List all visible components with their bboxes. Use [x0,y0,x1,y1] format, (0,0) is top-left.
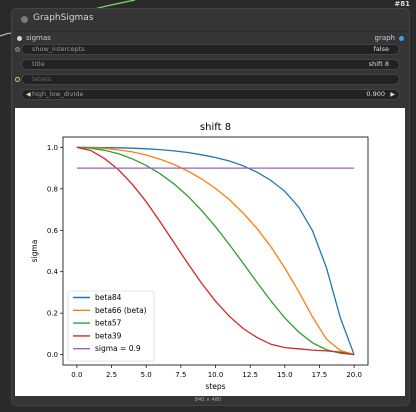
series-line-3 [76,146,355,356]
legend-label-1: beta84 [95,293,122,302]
series-line-2 [76,146,355,356]
increment-arrow-icon[interactable]: ▶ [390,91,395,98]
node-id-badge: #81 [394,0,410,8]
legend-label-2: beta66 (beta) [95,306,147,315]
labels-field[interactable]: labels [21,74,400,85]
graph-preview-image: shift 8 0.0 2.5 5.0 7.5 10.0 12.5 15.0 17.5 20.0 0… [15,108,405,396]
widget-value: shift 8 [368,60,389,68]
decrement-arrow-icon[interactable]: ◀ [26,91,31,98]
y-tick-label: 0.6 [47,227,59,235]
x-tick-label: 7.5 [175,371,186,379]
widget-value: 0.900 [366,90,385,98]
x-tick-label: 10.0 [208,371,224,379]
chart-title: shift 8 [200,122,231,133]
widget-label: labels [32,75,52,83]
output-slot-label: graph [374,34,396,42]
collapse-dot-icon[interactable] [21,16,28,23]
slot-row-sigmas: sigmas graph [12,34,409,46]
y-tick-label: 1.0 [47,144,58,152]
widget-value: false [373,45,389,53]
y-tick-label: 0.0 [47,351,58,359]
series-line-4 [76,146,355,356]
y-tick-label: 0.2 [47,310,58,318]
y-tick-label: 0.4 [47,268,59,276]
legend-label-3: beta57 [95,319,122,328]
show-intercepts-toggle[interactable]: show_intercepts false [21,44,400,55]
x-tick-label: 20.0 [346,371,362,379]
y-tick-label: 0.8 [47,185,58,193]
output-slot-graph-icon[interactable] [399,36,404,41]
widget-label: show_intercepts [32,45,85,53]
x-tick-label: 17.5 [312,371,328,379]
x-tick-label: 0.0 [71,371,82,379]
node-header[interactable]: GraphSigmas [12,9,409,32]
x-tick-label: 12.5 [242,371,258,379]
widget-input-dot-icon[interactable] [15,47,20,52]
widget-label: high_low_divide [32,90,84,98]
legend-label-4: beta39 [95,331,122,340]
y-axis-label: sigma [30,240,39,263]
node-title: GraphSigmas [33,13,94,23]
legend-label-5: sigma = 0.9 [95,344,141,353]
image-size-caption: 840 × 480 [194,397,222,403]
legend-box [67,290,155,362]
sigma-chart: shift 8 0.0 2.5 5.0 7.5 10.0 12.5 15.0 17.5 20.0 0… [30,122,369,391]
labels-input-dot-icon[interactable] [15,77,20,82]
x-tick-label: 15.0 [277,371,293,379]
x-tick-label: 5.0 [141,371,152,379]
input-slot-sigmas-icon[interactable] [17,36,22,41]
title-field[interactable]: title shift 8 [21,59,400,70]
x-axis-label: steps [205,382,225,391]
x-tick-label: 2.5 [106,371,117,379]
widget-label: title [32,60,45,68]
input-slot-label: sigmas [26,34,51,42]
series-line-1 [76,146,355,355]
high-low-divide-slider[interactable]: ◀ high_low_divide 0.900 ▶ [21,89,400,100]
